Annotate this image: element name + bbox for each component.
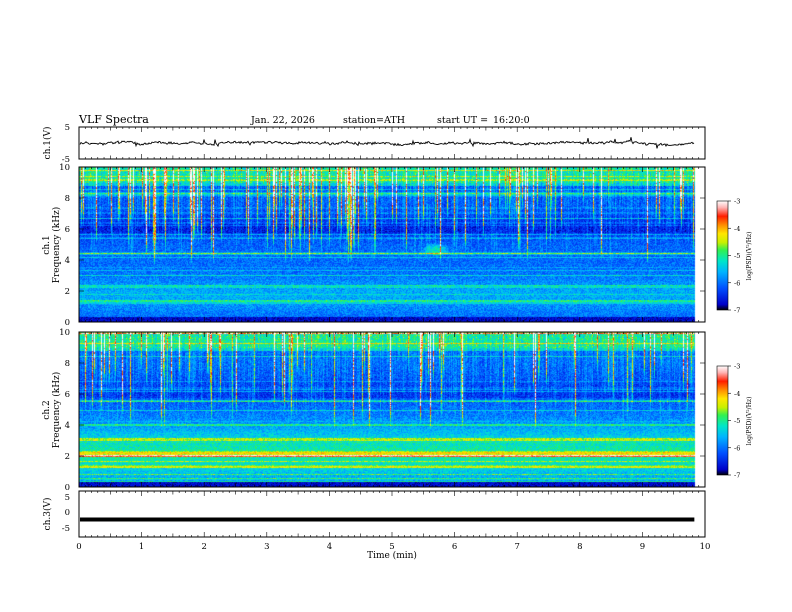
figure-title: VLF Spectra (78, 113, 149, 126)
x-axis-tick-labels: 0 1 2 3 4 5 6 7 8 9 10 (76, 542, 710, 552)
ch3-ytick-mid: 0 (65, 508, 70, 518)
colorbar-ch1: -3 -4 -5 -6 -7 log(PSD)(V²/Hz) (716, 198, 753, 315)
ch2-spectrogram-ytick-label: 8 (65, 359, 70, 369)
ch2-spectrogram-ytick-label: 0 (65, 483, 70, 493)
ch1-spectrogram-ytick-label: 4 (65, 256, 70, 266)
ch2-spectrogram-ytick-label: 10 (59, 328, 70, 338)
ch1-channel-label: ch.1 (42, 235, 52, 254)
x-tick-label: 6 (452, 542, 457, 552)
colorbar-ch1-scale (716, 200, 729, 311)
x-tick-label: 4 (327, 542, 332, 552)
ch1-spectrogram-ytick-label: 2 (65, 287, 70, 297)
ch2-frequency-ticks: 0 2 4 6 8 10 (59, 328, 705, 493)
ch1-spectrogram-ytick-label: 10 (59, 163, 70, 173)
ch1-spectrogram-ytick-label: 0 (65, 318, 70, 328)
ch1-frequency-label: Frequency (kHz) (51, 207, 62, 284)
ch1-spectrogram-ticks (78, 167, 706, 322)
colorbar-tick-label: -5 (734, 417, 740, 425)
x-tick-label: 1 (139, 542, 144, 552)
ch2-spectrogram-ytick-label: 6 (65, 390, 70, 400)
start-time-value: 16:20:0 (493, 115, 530, 126)
station-label: station=ATH (343, 115, 405, 126)
ch1-spectrogram-heatmap (79, 167, 705, 322)
ch1-waveform-trace (79, 137, 695, 149)
ch1-ytick-top: 5 (65, 123, 70, 133)
colorbar-tick-label: -3 (734, 198, 740, 206)
ch2-spectrogram-heatmap (79, 332, 705, 487)
x-tick-label: 8 (577, 542, 582, 552)
ch1-spectrogram-ytick-label: 6 (65, 225, 70, 235)
ch1-spectrogram-ytick-label: 8 (65, 194, 70, 204)
colorbar-ch1-ticks: -3 -4 -5 -6 -7 (728, 198, 740, 315)
x-tick-label: 5 (389, 542, 394, 552)
colorbar-ch2-label: log(PSD)(V²/Hz) (746, 397, 753, 446)
ch2-spectrogram-ytick-label: 2 (65, 452, 70, 462)
ch1-frequency-ticks: 0 2 4 6 8 10 (59, 163, 705, 328)
ch3-waveform-panel: 5 0 -5 ch.3(V) (42, 490, 706, 538)
x-tick-label: 0 (76, 542, 81, 552)
ch3-waveform-ylabel: ch.3(V) (42, 498, 53, 531)
ch2-frequency-label: Frequency (kHz) (51, 372, 62, 449)
ch1-waveform-ylabel: ch.1(V) (42, 127, 53, 160)
ch2-spectrogram-panel: 0 2 4 6 8 10 ch.2 Frequency (kHz) (42, 328, 706, 493)
colorbar-ch1-label: log(PSD)(V²/Hz) (746, 232, 753, 281)
colorbar-tick-label: -4 (734, 225, 740, 233)
ch3-waveform-ticks (78, 491, 706, 537)
colorbar-tick-label: -4 (734, 390, 740, 398)
colorbar-tick-label: -6 (734, 444, 740, 452)
x-tick-label: 10 (700, 542, 711, 552)
ch2-channel-label: ch.2 (42, 400, 52, 419)
x-tick-label: 2 (201, 542, 206, 552)
ch3-ytick-bottom: -5 (62, 524, 70, 534)
x-tick-label: 7 (514, 542, 519, 552)
colorbar-ch2: -3 -4 -5 -6 -7 log(PSD)(V²/Hz) (716, 363, 753, 480)
ch1-ytick-bottom: -5 (62, 155, 70, 165)
start-ut-label: start UT = (437, 115, 488, 126)
colorbar-ch2-scale (716, 365, 729, 476)
colorbar-tick-label: -3 (734, 363, 740, 371)
x-axis-label: Time (min) (367, 550, 417, 561)
ch2-spectrogram-ticks (78, 332, 706, 487)
colorbar-tick-label: -6 (734, 279, 740, 287)
ch1-spectrogram-panel: 0 2 4 6 8 10 ch.1 Frequency (kHz) (42, 163, 706, 328)
colorbar-tick-label: -7 (734, 307, 740, 315)
ch1-waveform-ticks (78, 127, 706, 159)
x-tick-label: 3 (264, 542, 269, 552)
date-label: Jan. 22, 2026 (250, 115, 315, 126)
colorbar-tick-label: -5 (734, 252, 740, 260)
colorbar-tick-label: -7 (734, 472, 740, 480)
ch3-ytick-top: 5 (65, 493, 70, 503)
ch1-waveform-panel: 5 -5 ch.1(V) (42, 123, 706, 165)
ch2-spectrogram-ytick-label: 4 (65, 421, 70, 431)
colorbar-ch2-ticks: -3 -4 -5 -6 -7 (728, 363, 740, 480)
x-tick-label: 9 (640, 542, 645, 552)
